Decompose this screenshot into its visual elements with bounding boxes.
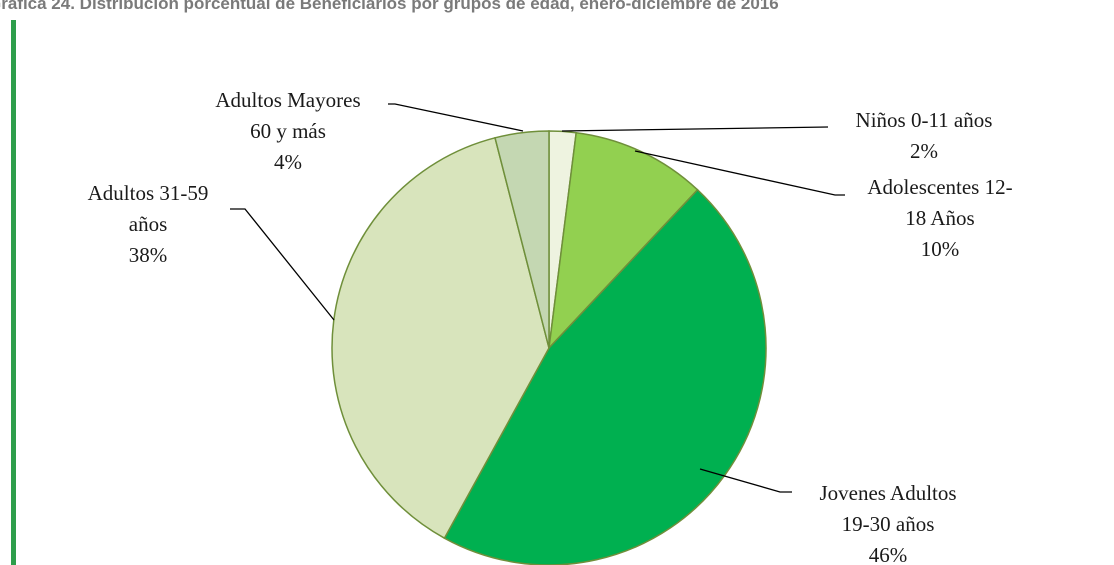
pie-slice-1 bbox=[547, 131, 699, 351]
slice-label-3-line-2: 38% bbox=[129, 243, 168, 267]
slice-label-3-line-0: Adultos 31-59 bbox=[88, 181, 209, 205]
slice-label-1-line-2: 10% bbox=[921, 237, 960, 261]
slice-label-4: Adultos Mayores 60 y más 4% bbox=[215, 88, 360, 174]
slice-label-1-line-0: Adolescentes 12- bbox=[867, 175, 1012, 199]
slice-label-4-line-2: 4% bbox=[274, 150, 302, 174]
slice-label-4-line-0: Adultos Mayores bbox=[215, 88, 360, 112]
slice-label-1: Adolescentes 12- 18 Años 10% bbox=[867, 175, 1012, 261]
leader-line-2 bbox=[699, 468, 792, 493]
pie-slice-4 bbox=[494, 130, 550, 349]
leader-line-3 bbox=[230, 208, 335, 321]
slice-label-3-line-1: años bbox=[129, 212, 168, 236]
pie-slice-3 bbox=[331, 136, 550, 540]
left-accent-bar bbox=[11, 20, 16, 565]
slice-label-1-line-1: 18 Años bbox=[905, 206, 974, 230]
slice-label-2: Jovenes Adultos 19-30 años 46% bbox=[819, 481, 956, 565]
slice-label-2-line-0: Jovenes Adultos bbox=[819, 481, 956, 505]
leader-line-4 bbox=[388, 103, 524, 132]
chart-title: Gráfica 24. Distribución porcentual de B… bbox=[0, 0, 779, 13]
slice-label-4-line-1: 60 y más bbox=[250, 119, 326, 143]
slice-label-3: Adultos 31-59 años 38% bbox=[88, 181, 209, 267]
leader-line-0 bbox=[561, 126, 829, 132]
slice-label-2-line-1: 19-30 años bbox=[842, 512, 935, 536]
slice-label-0-line-1: 2% bbox=[910, 139, 938, 163]
leader-line-1 bbox=[634, 150, 845, 196]
slice-label-2-line-2: 46% bbox=[869, 543, 908, 565]
slice-label-0-line-0: Niños 0-11 años bbox=[856, 108, 993, 132]
slice-label-0: Niños 0-11 años 2% bbox=[856, 108, 993, 163]
